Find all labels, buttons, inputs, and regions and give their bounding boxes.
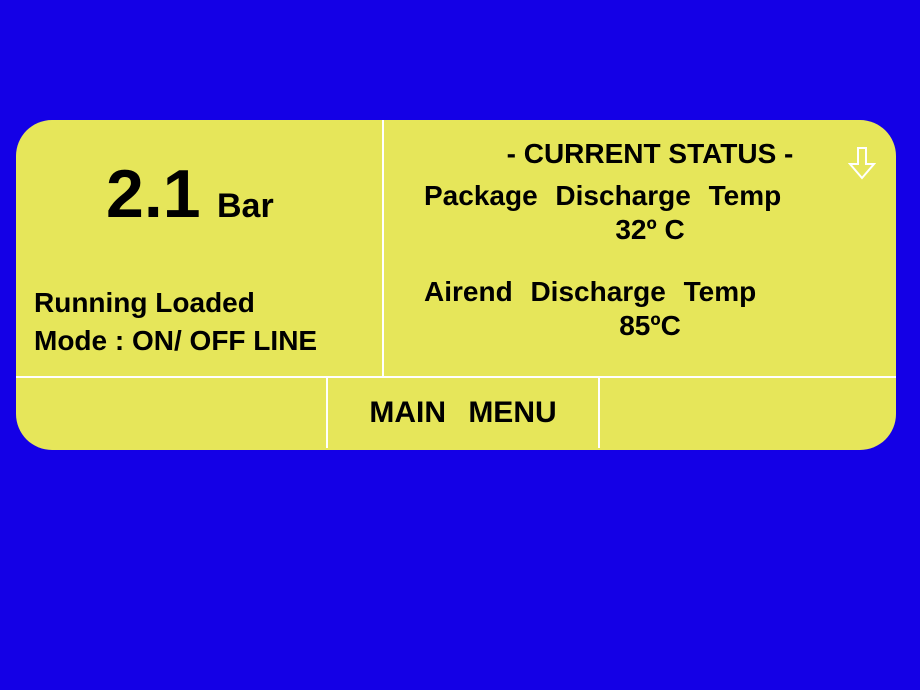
run-status: Running Loaded Mode : ON/ OFF LINE <box>34 284 364 366</box>
panel-top: 2.1 Bar Running Loaded Mode : ON/ OFF LI… <box>16 120 896 376</box>
menu-slot-right[interactable] <box>600 378 896 448</box>
run-status-line2: Mode : ON/ OFF LINE <box>34 322 364 360</box>
pressure-readout: 2.1 Bar <box>34 160 364 228</box>
airend-discharge-temp: Airend Discharge Temp 85ºC <box>424 276 876 342</box>
left-pane: 2.1 Bar Running Loaded Mode : ON/ OFF LI… <box>16 120 384 376</box>
right-pane: - CURRENT STATUS - Package Discharge Tem… <box>384 120 896 376</box>
main-menu-label: MAIN MENU <box>369 396 556 430</box>
current-status-title: - CURRENT STATUS - <box>424 138 876 170</box>
package-discharge-value: 32º C <box>424 214 876 246</box>
pressure-unit: Bar <box>217 187 274 225</box>
main-menu-button[interactable]: MAIN MENU <box>328 378 600 448</box>
status-panel: 2.1 Bar Running Loaded Mode : ON/ OFF LI… <box>16 120 896 450</box>
run-status-line1: Running Loaded <box>34 284 364 322</box>
menu-slot-left[interactable] <box>16 378 328 448</box>
pressure-value: 2.1 <box>106 156 201 232</box>
package-discharge-label: Package Discharge Temp <box>424 180 876 212</box>
panel-bottom: MAIN MENU <box>16 376 896 448</box>
package-discharge-temp: Package Discharge Temp 32º C <box>424 180 876 246</box>
down-arrow-icon[interactable] <box>848 146 876 180</box>
airend-discharge-value: 85ºC <box>424 310 876 342</box>
airend-discharge-label: Airend Discharge Temp <box>424 276 876 308</box>
